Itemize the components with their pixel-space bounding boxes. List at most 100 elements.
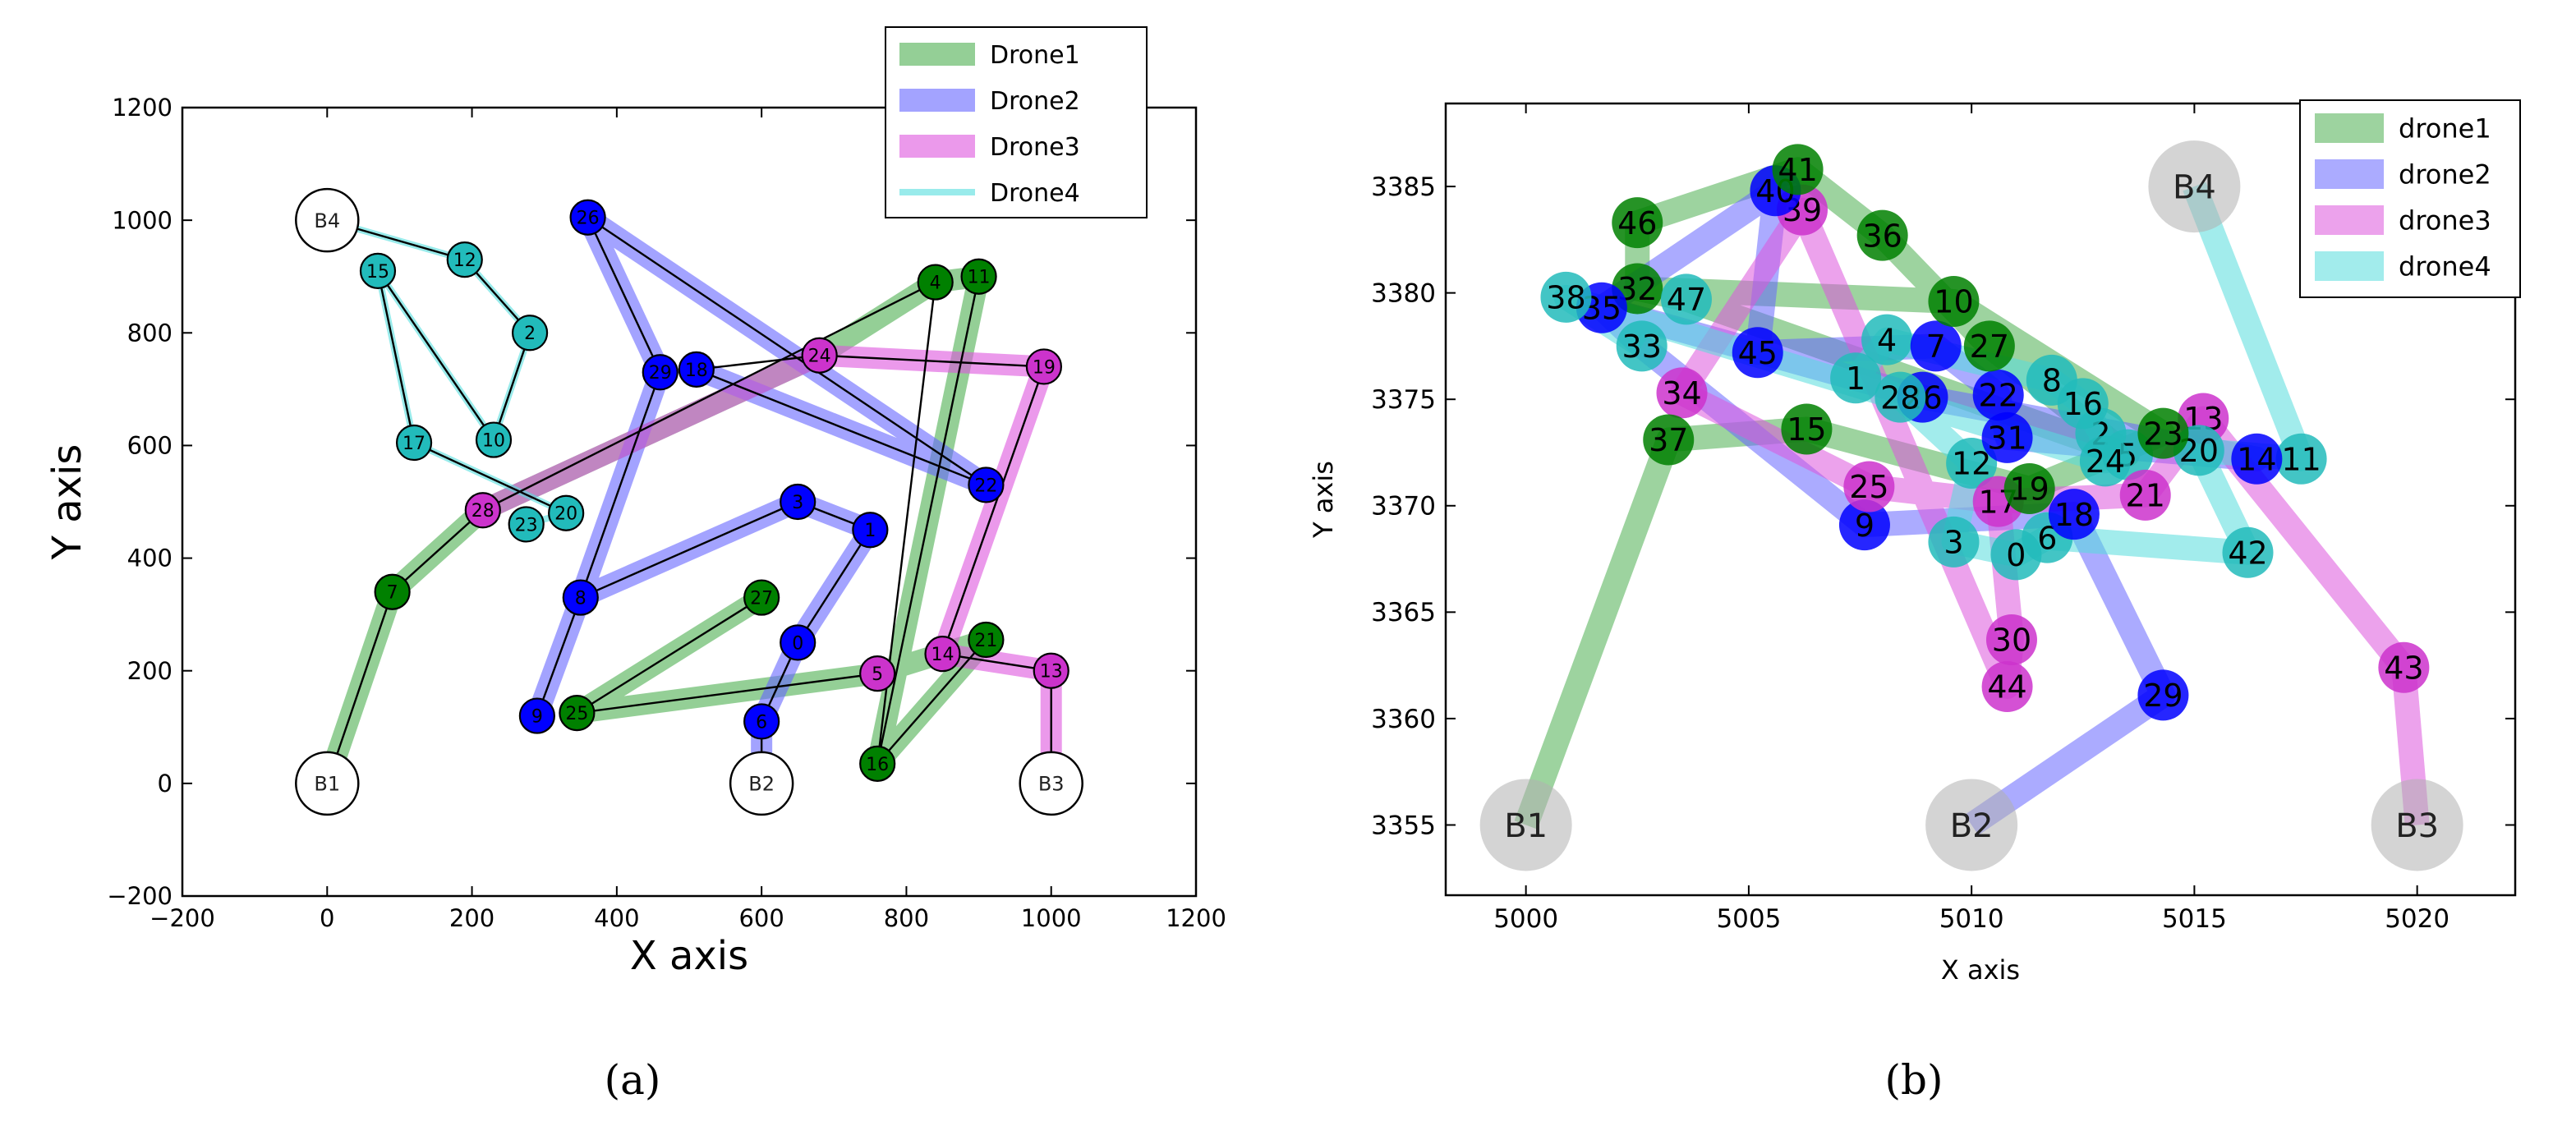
- point-label: 5: [872, 664, 883, 685]
- point-label: 1: [1846, 361, 1865, 397]
- point-9: 9: [518, 697, 556, 734]
- base-b3: B3: [2371, 779, 2463, 871]
- point-label: 20: [554, 504, 577, 525]
- point-label: 23: [515, 515, 538, 535]
- legend-b: drone1 drone2 drone3 drone4: [2299, 99, 2521, 298]
- legend-label: drone3: [2399, 205, 2491, 237]
- point-label: 2: [524, 324, 536, 344]
- point-marker: [2057, 378, 2109, 430]
- legend-label: drone4: [2399, 251, 2491, 283]
- legend-label: Drone1: [990, 41, 1080, 70]
- legend-swatch: [2315, 113, 2384, 143]
- legend-item-drone1: drone1: [2315, 113, 2491, 145]
- points-b: 0123456789101112131415161718192021222324…: [1540, 144, 2430, 721]
- base-marker: [1925, 779, 2018, 871]
- legend-label: Drone2: [990, 87, 1080, 116]
- x-tick-label: 1000: [1021, 904, 1082, 932]
- base-label: B1: [1504, 807, 1548, 845]
- base-b2: B2: [729, 751, 794, 816]
- legend-swatch: [899, 43, 975, 66]
- point-13: 13: [1033, 652, 1070, 689]
- y-tick-label: 200: [127, 657, 172, 685]
- path-line-4: [577, 672, 878, 715]
- point-marker: [743, 703, 780, 740]
- point-marker: [1928, 276, 1980, 327]
- base-b4: B4: [2148, 140, 2241, 233]
- y-tick-label: −200: [107, 882, 172, 910]
- point-marker: [1874, 371, 1926, 423]
- x-tick-label: −200: [150, 904, 215, 932]
- point-marker: [1025, 348, 1063, 385]
- point-30: 30: [1985, 614, 2037, 666]
- point-marker: [1772, 144, 1824, 195]
- point-8: 8: [562, 579, 599, 616]
- point-3: 3: [1928, 516, 1980, 568]
- point-20: 20: [548, 494, 585, 531]
- point-label: 9: [531, 706, 543, 727]
- point-6: 6: [743, 703, 780, 740]
- point-33: 33: [1616, 320, 1668, 372]
- point-marker: [968, 621, 1005, 659]
- point-label: 29: [649, 363, 672, 384]
- path-line-3: [576, 596, 762, 715]
- base-b1: B1: [1479, 779, 1572, 871]
- point-marker: [569, 199, 606, 236]
- point-marker: [743, 579, 780, 616]
- point-label: 26: [577, 209, 600, 229]
- x-tick-label: 0: [320, 904, 334, 932]
- point-marker: [1830, 352, 1882, 404]
- point-11: 11: [960, 258, 997, 295]
- base-label: B3: [1038, 772, 1065, 795]
- point-27: 27: [743, 579, 780, 616]
- point-label: 21: [974, 631, 997, 651]
- point-label: 28: [472, 501, 494, 522]
- point-5: 5: [859, 655, 896, 692]
- point-marker: [1033, 652, 1070, 689]
- point-1: 1: [852, 512, 889, 549]
- point-9: 9: [1838, 499, 1890, 551]
- point-label: 8: [575, 588, 586, 609]
- point-16: 16: [859, 745, 896, 782]
- base-marker: [1479, 779, 1572, 871]
- point-marker: [518, 697, 556, 734]
- point-label: 47: [1667, 282, 1706, 318]
- point-label: 21: [2126, 477, 2165, 513]
- point-26: 26: [569, 199, 606, 236]
- point-marker: [924, 636, 961, 673]
- point-marker: [562, 579, 599, 616]
- y-tick-label: 600: [127, 432, 172, 460]
- point-marker: [1946, 437, 1998, 489]
- point-18: 18: [2048, 489, 2100, 540]
- legend-swatch: [899, 89, 975, 112]
- base-b2: B2: [1925, 779, 2018, 871]
- axis-ticks-b: 5000 5005 5010 5015 5020 3355 3360 3365 3370 3375…: [1371, 103, 2515, 934]
- point-label: 7: [1926, 329, 1946, 365]
- point-marker: [968, 466, 1005, 503]
- point-marker: [859, 655, 896, 692]
- point-marker: [2119, 469, 2171, 521]
- point-22: 22: [968, 466, 1005, 503]
- point-label: 31: [1987, 421, 2026, 457]
- point-29: 29: [642, 354, 678, 391]
- x-tick-label: 5000: [1493, 904, 1558, 934]
- point-label: 6: [756, 712, 767, 733]
- point-marker: [359, 252, 397, 289]
- point-label: 18: [2054, 497, 2094, 533]
- base-stations-b: B1 B2 B3 B4: [1479, 140, 2463, 871]
- point-label: 45: [1738, 335, 1778, 371]
- y-axis-label-a: Y axis: [44, 444, 90, 561]
- point-label: 3: [1944, 525, 1963, 561]
- x-tick-label: 400: [594, 904, 639, 932]
- point-label: 1: [864, 521, 876, 541]
- legend-swatch: [2315, 251, 2384, 281]
- point-21: 21: [2119, 469, 2171, 521]
- point-label: 27: [1970, 329, 2009, 365]
- point-43: 43: [2378, 641, 2430, 693]
- point-label: 11: [2281, 441, 2321, 477]
- point-marker: [1732, 327, 1783, 379]
- point-25: 25: [1843, 461, 1895, 512]
- point-44: 44: [1981, 661, 2033, 713]
- point-label: 18: [685, 361, 708, 381]
- legend-item-drone4: Drone4: [899, 179, 1080, 208]
